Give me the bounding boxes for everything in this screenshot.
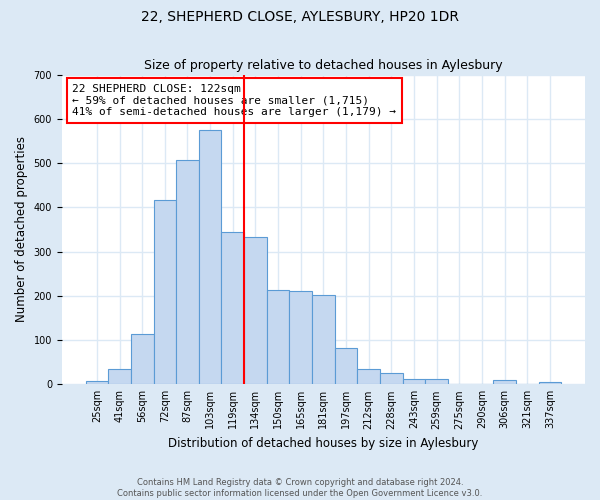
Bar <box>539 382 561 384</box>
Text: Contains HM Land Registry data © Crown copyright and database right 2024.
Contai: Contains HM Land Registry data © Crown c… <box>118 478 482 498</box>
Bar <box>154 200 176 384</box>
Bar <box>86 381 108 384</box>
Bar <box>403 379 425 384</box>
Text: 22 SHEPHERD CLOSE: 122sqm
← 59% of detached houses are smaller (1,715)
41% of se: 22 SHEPHERD CLOSE: 122sqm ← 59% of detac… <box>72 84 396 117</box>
Bar <box>131 334 154 384</box>
Bar <box>493 380 516 384</box>
Y-axis label: Number of detached properties: Number of detached properties <box>15 136 28 322</box>
Text: 22, SHEPHERD CLOSE, AYLESBURY, HP20 1DR: 22, SHEPHERD CLOSE, AYLESBURY, HP20 1DR <box>141 10 459 24</box>
Bar <box>312 296 335 384</box>
Bar <box>335 348 358 385</box>
Bar <box>425 379 448 384</box>
Bar <box>108 369 131 384</box>
Title: Size of property relative to detached houses in Aylesbury: Size of property relative to detached ho… <box>144 59 503 72</box>
Bar <box>289 291 312 384</box>
Bar <box>380 373 403 384</box>
Bar <box>267 290 289 384</box>
Bar <box>199 130 221 384</box>
Bar <box>176 160 199 384</box>
Bar <box>358 369 380 384</box>
Bar <box>221 232 244 384</box>
X-axis label: Distribution of detached houses by size in Aylesbury: Distribution of detached houses by size … <box>168 437 479 450</box>
Bar <box>244 237 267 384</box>
